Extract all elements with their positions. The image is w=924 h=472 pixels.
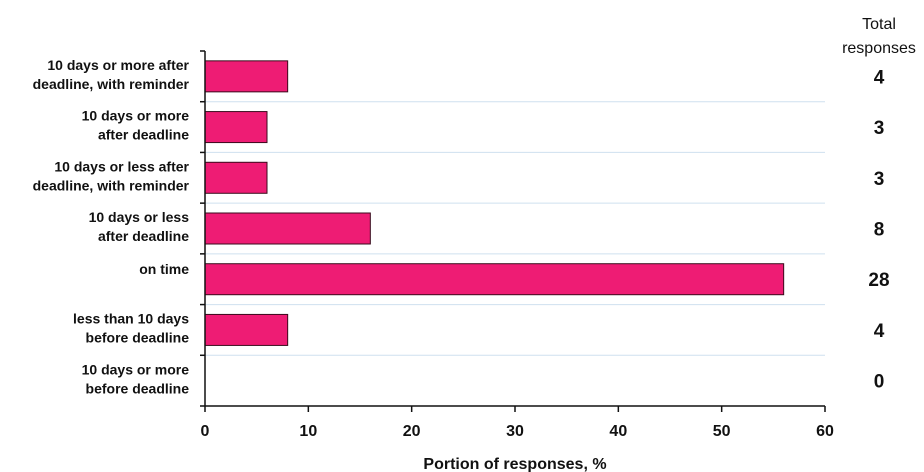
total-value: 3 [874, 169, 885, 190]
total-value: 0 [874, 372, 885, 393]
total-value: 4 [874, 321, 885, 342]
bar [204, 60, 289, 93]
bar [204, 161, 268, 194]
category-label: less than 10 days before deadline [73, 311, 189, 346]
total-value: 8 [874, 220, 885, 241]
x-tick-label: 50 [713, 423, 731, 440]
bar [204, 263, 785, 296]
category-label: 10 days or more after deadline, with remi… [33, 57, 190, 92]
x-tick-label: 20 [403, 423, 421, 440]
x-axis-title: Portion of responses, % [423, 456, 606, 472]
category-label: on time [139, 261, 189, 277]
category-label: 10 days or more after deadline [82, 108, 190, 143]
totals-header: Total responses [842, 16, 916, 57]
category-label: 10 days or more before deadline [82, 361, 190, 396]
x-tick-label: 10 [299, 423, 317, 440]
bar [204, 313, 289, 346]
total-value: 28 [868, 270, 889, 291]
total-value: 3 [874, 118, 885, 139]
x-tick-label: 0 [201, 423, 210, 440]
category-label: 10 days or less after deadline, with remi… [33, 158, 190, 193]
x-tick-label: 30 [506, 423, 524, 440]
x-tick-label: 40 [609, 423, 627, 440]
total-value: 4 [874, 67, 885, 88]
x-tick-label: 60 [816, 423, 834, 440]
category-label: 10 days or less after deadline [89, 209, 190, 244]
bar [204, 212, 371, 245]
bar [204, 111, 268, 144]
